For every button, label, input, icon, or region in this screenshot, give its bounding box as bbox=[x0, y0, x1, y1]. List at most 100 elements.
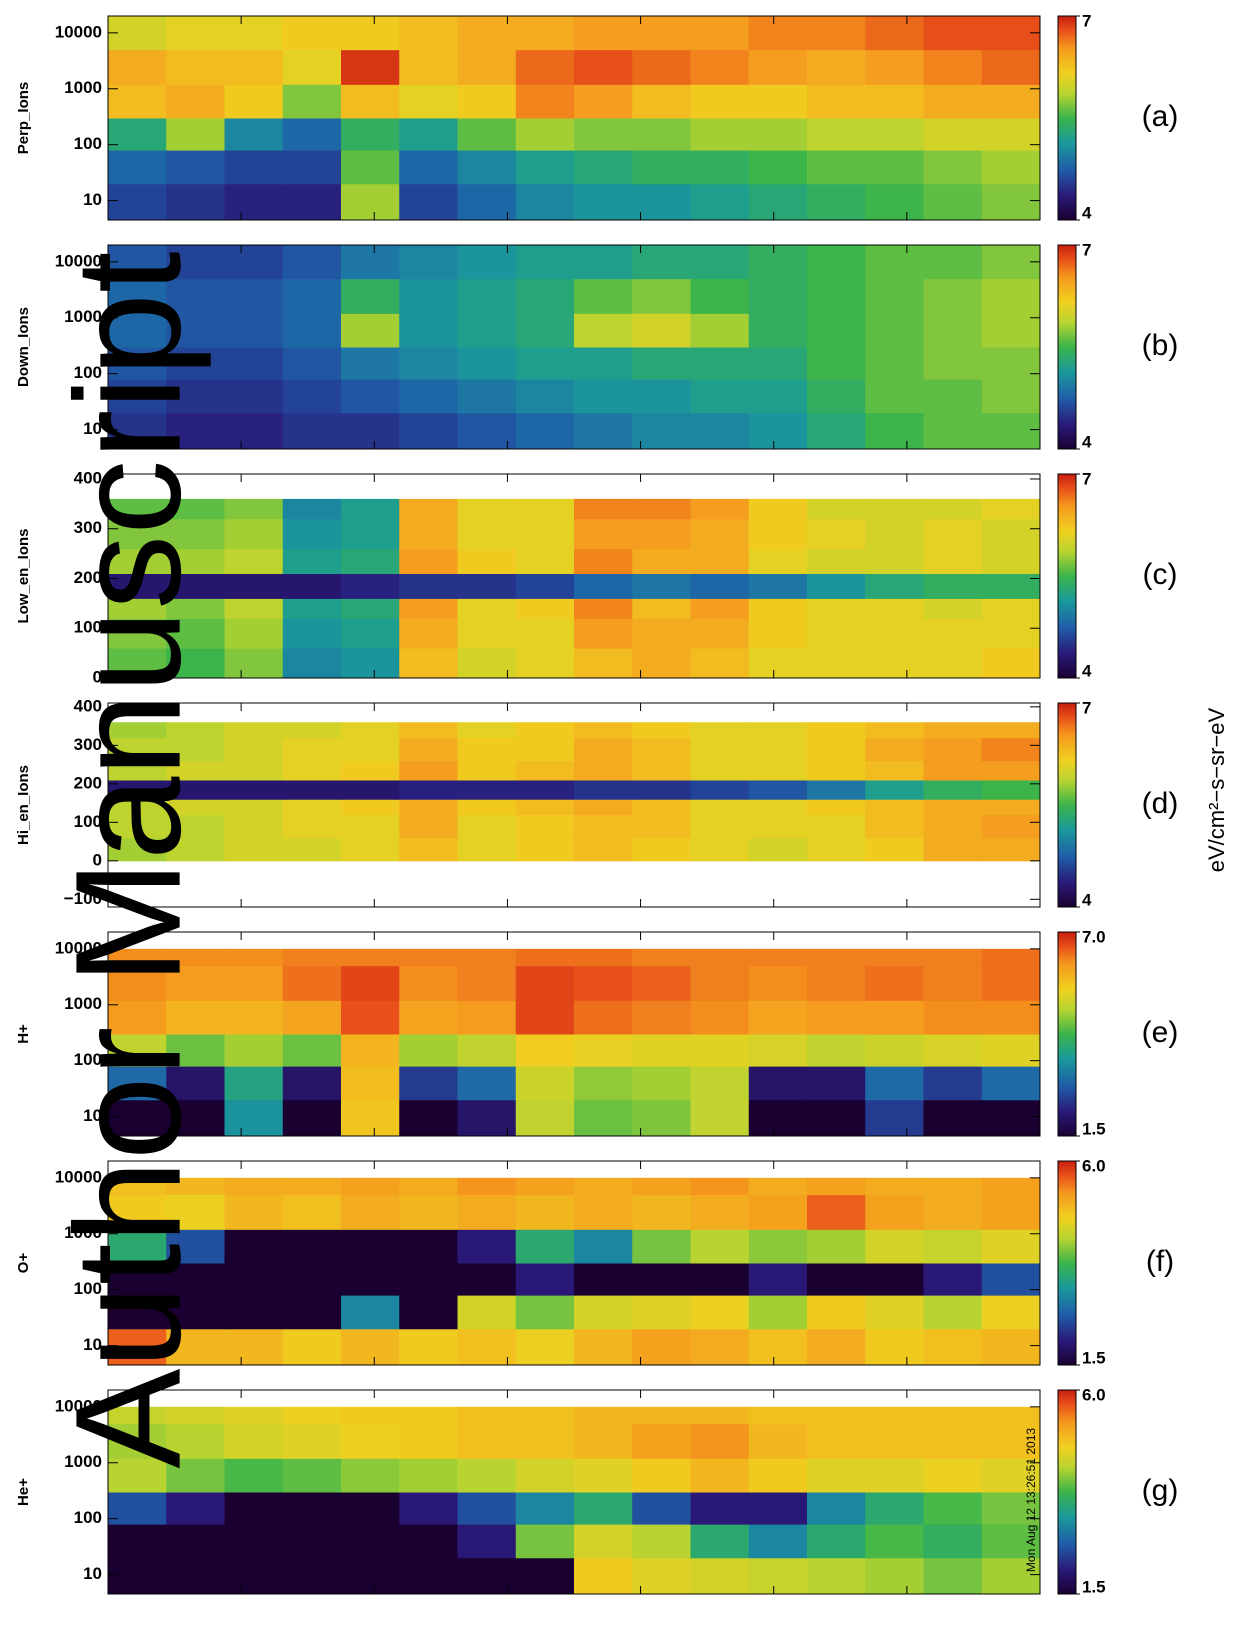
heat-cell bbox=[807, 548, 866, 575]
heat-cell bbox=[574, 598, 633, 619]
heat-cell bbox=[341, 1177, 400, 1196]
heat-cell bbox=[574, 498, 633, 520]
heat-cell bbox=[166, 1423, 225, 1459]
heat-cell bbox=[341, 1328, 400, 1366]
heat-cell bbox=[574, 1263, 633, 1296]
heat-cell bbox=[632, 837, 691, 862]
heat-cell bbox=[108, 799, 167, 816]
heat-cell bbox=[108, 313, 167, 348]
colorbar-tick-label: 4 bbox=[1082, 890, 1092, 909]
heat-cell bbox=[690, 799, 750, 816]
colorbar-tick-label: 7.0 bbox=[1082, 927, 1106, 946]
heat-cell bbox=[282, 347, 342, 380]
heat-cell bbox=[341, 1194, 400, 1230]
heat-cell bbox=[224, 648, 284, 679]
heat-cell bbox=[224, 1000, 284, 1035]
heat-cell bbox=[457, 737, 517, 762]
y-tick-label: 100 bbox=[74, 134, 102, 153]
heat-cell bbox=[632, 498, 691, 520]
heat-cell bbox=[923, 799, 983, 816]
heat-cell bbox=[981, 313, 1041, 348]
heat-cell bbox=[341, 1066, 400, 1101]
heat-cell bbox=[399, 1000, 458, 1035]
y-tick-label: 10000 bbox=[55, 1396, 102, 1415]
heat-cell bbox=[457, 1194, 517, 1230]
heat-cell bbox=[457, 814, 517, 839]
heat-cell bbox=[282, 1194, 342, 1230]
heat-cell bbox=[166, 1406, 225, 1425]
heat-cell bbox=[923, 1263, 983, 1296]
heat-cell bbox=[923, 313, 983, 348]
heat-cell bbox=[399, 1295, 458, 1330]
heat-cell bbox=[632, 598, 691, 619]
heat-cell bbox=[108, 84, 167, 119]
heat-cell bbox=[981, 1177, 1041, 1196]
heat-cell bbox=[515, 1406, 575, 1425]
y-tick-label: 300 bbox=[74, 518, 102, 537]
heat-cell bbox=[574, 573, 633, 599]
heat-cell bbox=[865, 573, 924, 599]
heat-cell bbox=[807, 1406, 866, 1425]
heat-cell bbox=[690, 779, 750, 800]
heat-cell bbox=[807, 648, 866, 679]
heat-cell bbox=[108, 183, 167, 221]
heat-cell bbox=[748, 814, 808, 839]
heat-cell bbox=[690, 1557, 750, 1595]
heat-cell bbox=[341, 799, 400, 816]
heat-cell bbox=[166, 948, 225, 967]
heat-cell bbox=[399, 498, 458, 520]
heat-cell bbox=[981, 1066, 1041, 1101]
heat-cell bbox=[341, 245, 400, 280]
heat-cell bbox=[457, 618, 517, 649]
heat-cell bbox=[457, 1177, 517, 1196]
heat-cell bbox=[923, 1524, 983, 1559]
colorbar-tick-label: 1.5 bbox=[1082, 1119, 1106, 1138]
heat-cell bbox=[224, 49, 284, 85]
heat-cell bbox=[690, 722, 750, 739]
y-tick-label: 100 bbox=[74, 1508, 102, 1527]
heat-cell bbox=[341, 1406, 400, 1425]
heat-cell bbox=[457, 1557, 517, 1595]
heat-cell bbox=[690, 1458, 750, 1493]
heat-cell bbox=[282, 379, 342, 414]
heat-cell bbox=[341, 498, 400, 520]
heat-cell bbox=[224, 548, 284, 575]
heat-cell bbox=[807, 965, 866, 1001]
heat-cell bbox=[224, 1034, 284, 1067]
heat-cell bbox=[632, 1000, 691, 1035]
heat-cell bbox=[515, 498, 575, 520]
heat-cell bbox=[282, 799, 342, 816]
colorbar-tick-label: 1.5 bbox=[1082, 1577, 1106, 1596]
heat-cell bbox=[399, 548, 458, 575]
heat-cell bbox=[865, 1000, 924, 1035]
heat-cell bbox=[399, 84, 458, 119]
heat-cell bbox=[632, 1229, 691, 1264]
heat-cell bbox=[748, 837, 808, 862]
y-tick-label: 100 bbox=[74, 1050, 102, 1069]
heat-cell bbox=[341, 598, 400, 619]
heat-cell bbox=[574, 347, 633, 380]
heat-cell bbox=[748, 1423, 808, 1459]
panel-label: (f) bbox=[1146, 1245, 1174, 1278]
heat-cell bbox=[574, 245, 633, 280]
plot-frame bbox=[107, 244, 1041, 450]
heat-cell bbox=[108, 965, 167, 1001]
heat-cell bbox=[457, 412, 517, 450]
heat-cell bbox=[807, 760, 866, 781]
heat-cell bbox=[515, 1524, 575, 1559]
heat-cell bbox=[399, 722, 458, 739]
heat-cell bbox=[923, 16, 983, 51]
heat-cell bbox=[108, 118, 167, 151]
heat-cell bbox=[282, 183, 342, 221]
heat-cell bbox=[399, 799, 458, 816]
heat-cell bbox=[515, 779, 575, 800]
heat-cell bbox=[341, 518, 400, 550]
heat-cell bbox=[574, 737, 633, 762]
heat-cell bbox=[399, 412, 458, 450]
heat-cell bbox=[690, 760, 750, 781]
heat-cell bbox=[807, 737, 866, 762]
heat-cell bbox=[282, 548, 342, 575]
heat-cell bbox=[632, 722, 691, 739]
heat-cell bbox=[981, 814, 1041, 839]
heat-cell bbox=[690, 837, 750, 862]
